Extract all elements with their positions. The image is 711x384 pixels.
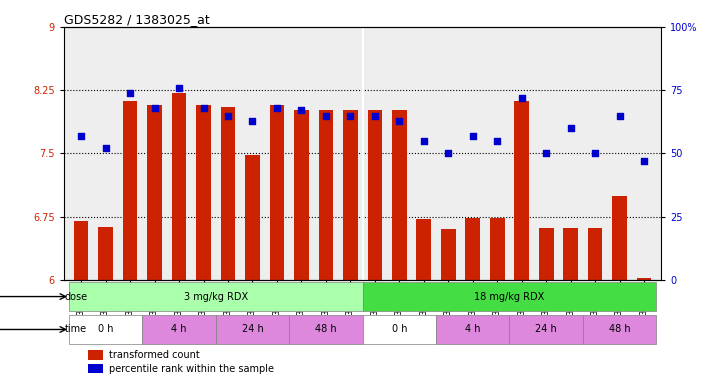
Point <box>296 108 307 114</box>
Text: 0 h: 0 h <box>98 324 113 334</box>
Text: 18 mg/kg RDX: 18 mg/kg RDX <box>474 291 545 301</box>
Bar <box>294 109 309 280</box>
Bar <box>637 278 651 280</box>
Bar <box>171 93 186 280</box>
Text: 0 h: 0 h <box>392 324 407 334</box>
Text: 4 h: 4 h <box>171 324 187 334</box>
Text: 3 mg/kg RDX: 3 mg/kg RDX <box>183 291 248 301</box>
Bar <box>514 101 529 280</box>
Text: GDS5282 / 1383025_at: GDS5282 / 1383025_at <box>64 13 210 26</box>
Point <box>467 133 479 139</box>
Bar <box>88 364 103 373</box>
Bar <box>343 109 358 280</box>
FancyBboxPatch shape <box>583 314 656 344</box>
FancyBboxPatch shape <box>142 314 215 344</box>
Text: dose: dose <box>65 291 87 301</box>
Point <box>173 84 185 91</box>
FancyBboxPatch shape <box>215 314 289 344</box>
Text: 4 h: 4 h <box>465 324 481 334</box>
Bar <box>319 109 333 280</box>
Point <box>100 146 112 152</box>
Point <box>491 138 503 144</box>
Point <box>223 113 234 119</box>
FancyBboxPatch shape <box>363 314 436 344</box>
Bar <box>196 105 211 280</box>
Point <box>345 113 356 119</box>
Bar <box>368 109 383 280</box>
Point <box>320 113 331 119</box>
FancyBboxPatch shape <box>363 282 656 311</box>
Point <box>369 113 380 119</box>
Bar <box>466 218 480 280</box>
Bar <box>88 351 103 359</box>
Point <box>540 151 552 157</box>
Text: 48 h: 48 h <box>609 324 631 334</box>
Bar <box>612 196 627 280</box>
FancyBboxPatch shape <box>69 282 363 311</box>
Point <box>418 138 429 144</box>
Bar <box>245 155 260 280</box>
FancyBboxPatch shape <box>289 314 363 344</box>
FancyBboxPatch shape <box>69 314 142 344</box>
Bar <box>98 227 113 280</box>
Bar <box>74 221 88 280</box>
Bar <box>490 218 505 280</box>
Text: 24 h: 24 h <box>242 324 263 334</box>
Point <box>124 89 136 96</box>
Text: 24 h: 24 h <box>535 324 557 334</box>
Point <box>638 158 650 164</box>
Point <box>565 125 577 131</box>
Point <box>272 105 283 111</box>
Text: percentile rank within the sample: percentile rank within the sample <box>109 364 274 374</box>
Point <box>75 133 87 139</box>
Point <box>247 118 258 124</box>
Bar <box>220 107 235 280</box>
Bar <box>417 219 431 280</box>
Bar <box>392 109 407 280</box>
Text: time: time <box>65 324 87 334</box>
Text: 48 h: 48 h <box>315 324 337 334</box>
Bar <box>269 105 284 280</box>
Point <box>442 151 454 157</box>
Point <box>589 151 601 157</box>
FancyBboxPatch shape <box>510 314 583 344</box>
Bar <box>563 228 578 280</box>
Point <box>149 105 160 111</box>
Point <box>198 105 209 111</box>
FancyBboxPatch shape <box>436 314 510 344</box>
Point <box>516 95 528 101</box>
Bar <box>588 228 602 280</box>
Text: transformed count: transformed count <box>109 350 200 360</box>
Bar <box>147 104 162 280</box>
Point <box>614 113 625 119</box>
Point <box>394 118 405 124</box>
Bar <box>441 230 456 280</box>
Bar <box>123 101 137 280</box>
Bar <box>539 228 554 280</box>
